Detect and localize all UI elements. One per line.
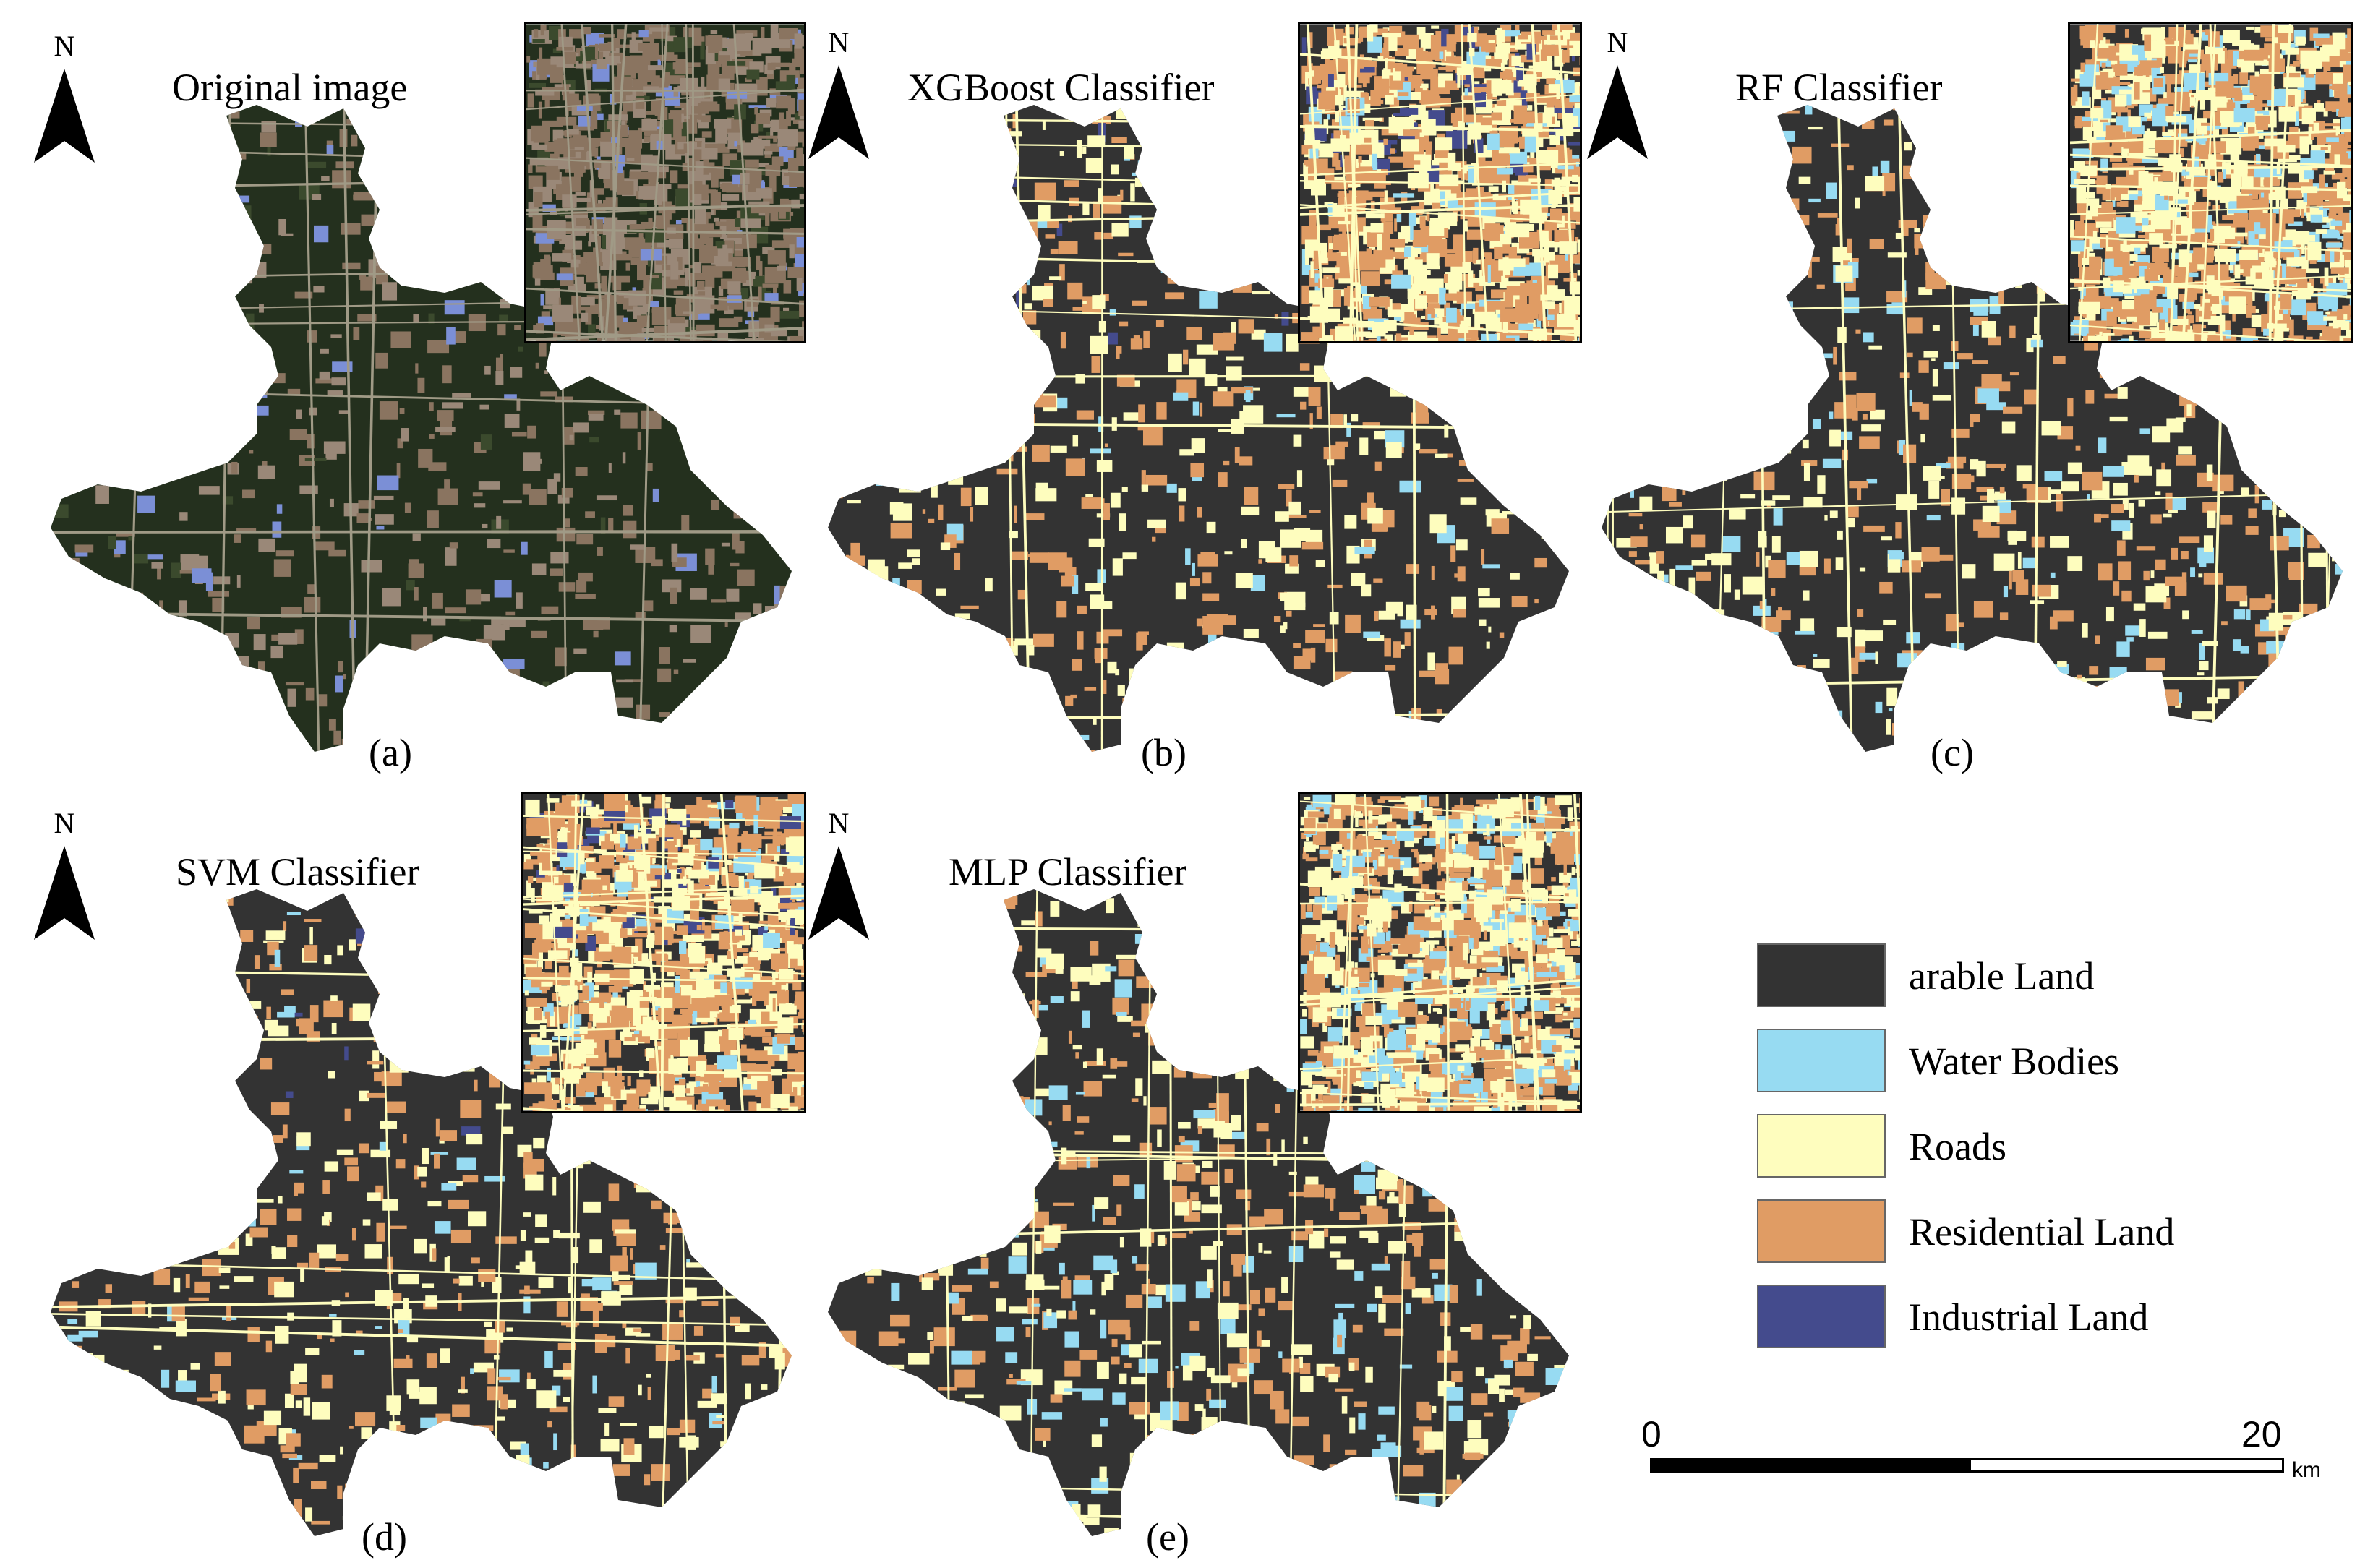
legend-label: Industrial Land: [1909, 1295, 2149, 1339]
scale-bar: 0 20 km: [1641, 1413, 2321, 1515]
north-arrow: N: [806, 25, 871, 163]
inset-map-rf: [2070, 24, 2351, 341]
inset-map-svm: [523, 794, 804, 1111]
north-arrow: N: [806, 806, 871, 943]
inset-b: [1298, 22, 1582, 343]
scale-end: 20: [2241, 1414, 2282, 1455]
panel-title: SVM Classifier: [176, 850, 420, 894]
scale-bar-black: [1650, 1458, 1971, 1473]
inset-c: [2068, 22, 2353, 343]
north-label: N: [54, 807, 75, 839]
north-arrow: N: [1585, 25, 1650, 163]
panel-label: (c): [1931, 731, 1974, 774]
panel-title: Original image: [172, 66, 408, 109]
legend-swatch: [1757, 1199, 1886, 1263]
north-arrow-icon: [34, 846, 95, 940]
north-arrow: N: [32, 29, 97, 166]
north-label: N: [828, 807, 850, 839]
north-label: N: [1607, 26, 1628, 59]
north-arrow-icon: [34, 69, 95, 163]
north-arrow-icon: [808, 65, 869, 159]
inset-d: [521, 792, 806, 1113]
legend-label: Roads: [1909, 1125, 2006, 1168]
inset-map-satellite: [526, 24, 804, 341]
panel-title: XGBoost Classifier: [907, 66, 1215, 109]
inset-a: [524, 22, 806, 343]
panel-label: (b): [1141, 731, 1186, 774]
inset-map-xgboost: [1300, 24, 1580, 341]
legend-label: Water Bodies: [1909, 1040, 2120, 1083]
scale-bar-white: [1969, 1458, 2284, 1473]
scale-start: 0: [1641, 1414, 1662, 1455]
legend-swatch: [1757, 1029, 1886, 1092]
inset-e: [1298, 792, 1582, 1113]
panel-label: (a): [369, 731, 412, 774]
north-arrow-icon: [1587, 65, 1648, 159]
north-label: N: [54, 30, 75, 62]
inset-map-mlp: [1300, 794, 1580, 1111]
legend-item: arable Land: [1757, 943, 2263, 1010]
legend-swatch: [1757, 1285, 1886, 1348]
panel-label: (d): [362, 1515, 407, 1559]
legend-label: arable Land: [1909, 954, 2095, 998]
panel-title: MLP Classifier: [949, 850, 1187, 894]
legend-item: Industrial Land: [1757, 1285, 2263, 1351]
legend-swatch: [1757, 943, 1886, 1007]
legend-item: Water Bodies: [1757, 1029, 2263, 1095]
legend-item: Residential Land: [1757, 1199, 2263, 1266]
panel-label: (e): [1146, 1515, 1189, 1559]
scale-unit: km: [2292, 1458, 2321, 1482]
north-arrow-icon: [808, 846, 869, 940]
panel-title: RF Classifier: [1735, 66, 1943, 109]
legend-swatch: [1757, 1114, 1886, 1178]
legend-item: Roads: [1757, 1114, 2263, 1181]
legend-label: Residential Land: [1909, 1210, 2175, 1254]
north-label: N: [828, 26, 850, 59]
north-arrow: N: [32, 806, 97, 943]
legend: arable Land Water Bodies Roads Residenti…: [1757, 943, 2263, 1363]
